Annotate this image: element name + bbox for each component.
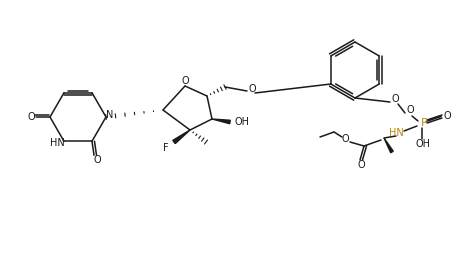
Text: N: N <box>106 110 114 120</box>
Text: OH: OH <box>415 139 431 149</box>
Polygon shape <box>212 119 230 124</box>
Text: F: F <box>163 143 169 153</box>
Text: O: O <box>27 112 35 122</box>
Text: HN: HN <box>50 138 64 148</box>
Text: OH: OH <box>235 117 250 127</box>
Text: P: P <box>420 118 427 128</box>
Text: O: O <box>248 84 256 94</box>
Text: O: O <box>341 134 349 144</box>
Text: O: O <box>443 111 451 121</box>
Text: O: O <box>181 76 189 86</box>
Polygon shape <box>384 138 393 153</box>
Polygon shape <box>173 130 190 144</box>
Text: HN: HN <box>389 128 403 138</box>
Text: O: O <box>391 94 399 104</box>
Text: O: O <box>406 105 414 115</box>
Text: O: O <box>93 155 101 165</box>
Text: O: O <box>357 160 365 170</box>
